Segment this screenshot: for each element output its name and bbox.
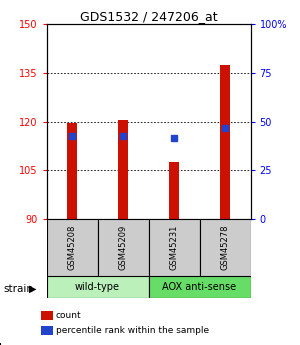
Text: GSM45278: GSM45278 <box>220 225 230 270</box>
Bar <box>98 219 148 276</box>
Text: GSM45231: GSM45231 <box>169 225 178 270</box>
Bar <box>200 219 250 276</box>
Text: GSM45209: GSM45209 <box>118 225 127 270</box>
Text: ▶: ▶ <box>28 284 36 294</box>
Bar <box>169 162 178 219</box>
Bar <box>148 276 250 298</box>
Text: percentile rank within the sample: percentile rank within the sample <box>56 326 208 335</box>
Bar <box>46 276 148 298</box>
Text: count: count <box>56 311 81 320</box>
Text: GSM45208: GSM45208 <box>68 225 76 270</box>
Bar <box>46 219 98 276</box>
Bar <box>220 65 230 219</box>
Bar <box>118 120 127 219</box>
Text: strain: strain <box>3 284 33 294</box>
Text: AOX anti-sense: AOX anti-sense <box>162 282 237 292</box>
Bar <box>68 123 76 219</box>
Text: wild-type: wild-type <box>75 282 120 292</box>
Bar <box>148 219 200 276</box>
Title: GDS1532 / 247206_at: GDS1532 / 247206_at <box>80 10 217 23</box>
